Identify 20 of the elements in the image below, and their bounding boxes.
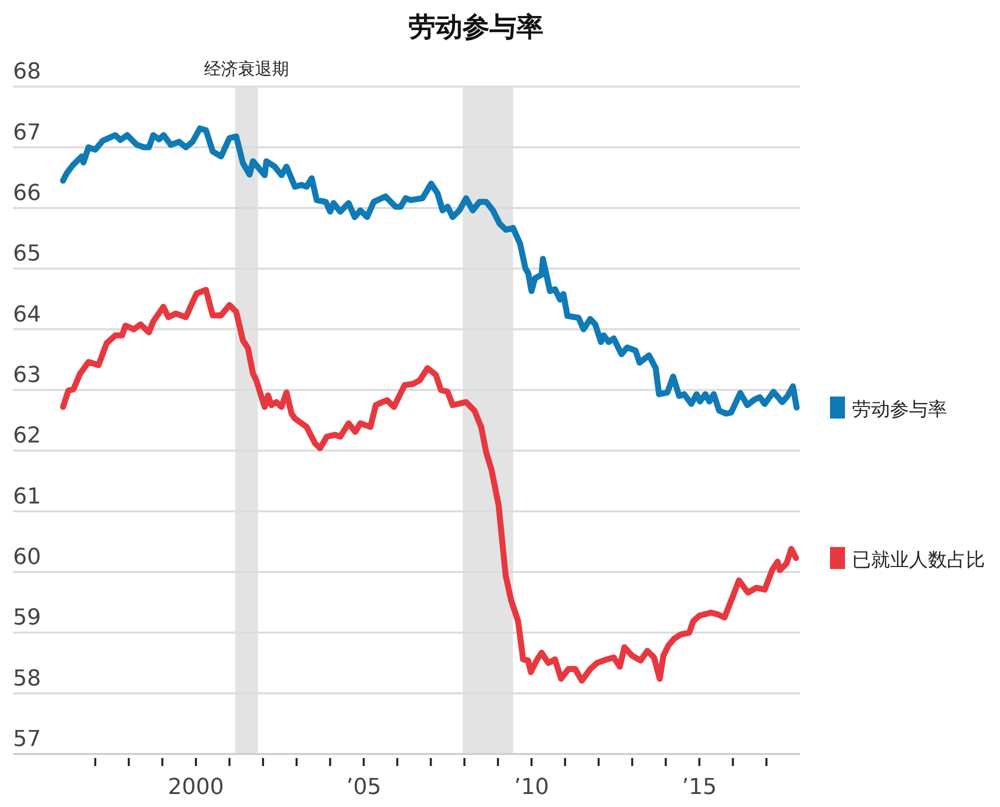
y-tick-label: 68 bbox=[13, 60, 41, 85]
y-tick-label: 65 bbox=[13, 242, 41, 267]
y-tick-label: 64 bbox=[13, 302, 41, 328]
x-tick-label: ’15 bbox=[682, 775, 717, 800]
band-label: 经济衰退期 bbox=[204, 60, 290, 80]
x-tick-label: ’05 bbox=[346, 775, 382, 800]
x-tick-label: 2000 bbox=[168, 775, 224, 800]
legend-label: 劳动参与率 bbox=[852, 398, 947, 421]
y-tick-label: 62 bbox=[13, 424, 41, 449]
legend-label: 已就业人数占比 bbox=[852, 549, 985, 572]
y-tick-label: 61 bbox=[13, 484, 41, 510]
x-tick-label: ’10 bbox=[514, 775, 550, 800]
y-tick-label: 57 bbox=[13, 727, 41, 752]
y-tick-label: 58 bbox=[13, 666, 41, 692]
y-tick-label: 59 bbox=[13, 606, 41, 631]
y-tick-label: 67 bbox=[13, 120, 41, 146]
chart-title: 劳动参与率 bbox=[408, 12, 544, 43]
y-tick-label: 63 bbox=[13, 362, 41, 388]
y-tick-label: 60 bbox=[13, 544, 41, 570]
y-tick-label: 66 bbox=[13, 180, 41, 206]
